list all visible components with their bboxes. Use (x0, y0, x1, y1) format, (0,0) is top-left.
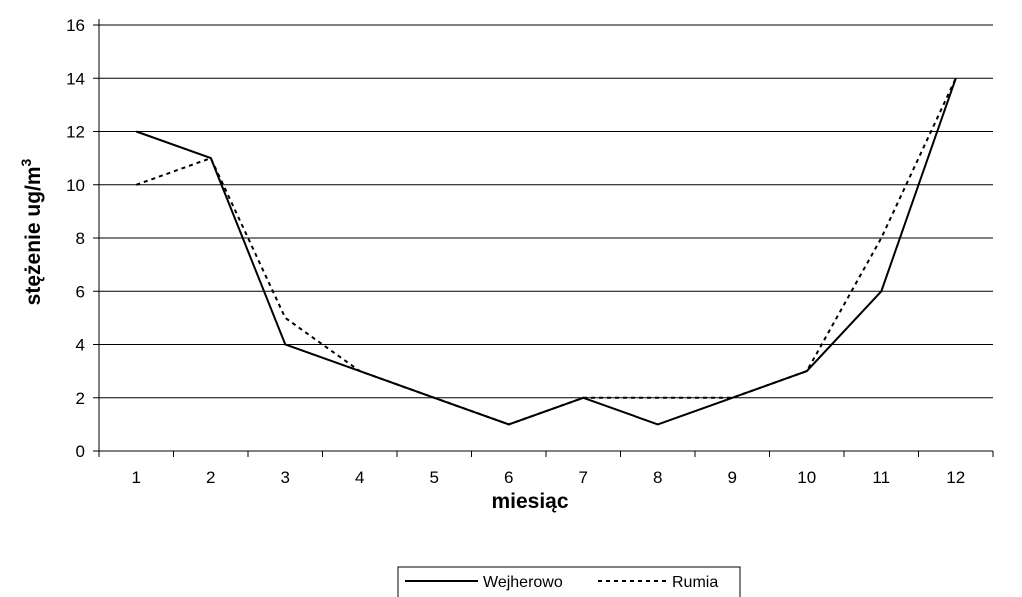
axes (93, 19, 994, 457)
y-tick-labels: 0 2 4 6 8 10 12 14 16 (66, 16, 85, 461)
x-tick-label: 9 (728, 468, 737, 487)
series-line-rumia (135, 77, 957, 426)
gridlines (99, 24, 993, 399)
x-tick-label: 8 (653, 468, 662, 487)
x-tick-label: 4 (355, 468, 364, 487)
x-tick-labels: 1 2 3 4 5 6 7 8 9 10 11 12 (132, 468, 966, 487)
x-tick-label: 3 (281, 468, 290, 487)
y-axis-title-main: stężenie ug/m (22, 166, 45, 305)
y-tick-label: 14 (66, 69, 85, 88)
series-line-wejherowo (135, 77, 957, 426)
legend-label-wejherowo: Wejherowo (483, 574, 563, 591)
y-tick-label: 8 (76, 229, 85, 248)
y-tick-label: 2 (76, 389, 85, 408)
x-tick-label: 6 (504, 468, 513, 487)
x-tick-label: 7 (579, 468, 588, 487)
legend-label-rumia: Rumia (672, 574, 718, 591)
x-tick-label: 5 (430, 468, 439, 487)
y-tick-label: 16 (66, 16, 85, 35)
y-tick-label: 4 (76, 336, 85, 355)
y-tick-label: 6 (76, 282, 85, 301)
y-tick-label: 0 (76, 442, 85, 461)
x-axis-title: miesiąc (491, 490, 568, 513)
legend: Wejherowo Rumia (397, 566, 741, 597)
series-lines (135, 77, 957, 426)
x-tick-label: 1 (132, 468, 141, 487)
x-tick-label: 12 (946, 468, 965, 487)
y-tick-label: 12 (66, 123, 85, 142)
x-tick-label: 2 (206, 468, 215, 487)
y-axis-title: stężenie ug/m3 (18, 158, 45, 305)
x-tick-label: 10 (797, 468, 816, 487)
y-tick-label: 10 (66, 176, 85, 195)
x-tick-label: 11 (872, 468, 890, 487)
y-axis-title-superscript: 3 (18, 158, 34, 166)
